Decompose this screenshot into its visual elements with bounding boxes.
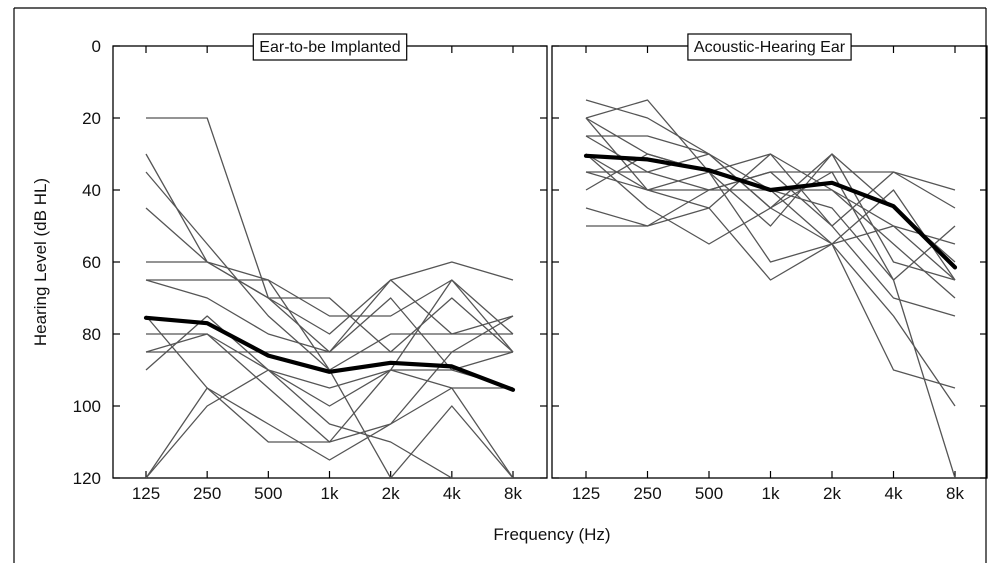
individual-audiogram-line: [145, 279, 514, 371]
y-axis-title: Hearing Level (dB HL): [31, 178, 50, 346]
y-tick-label: 60: [82, 253, 101, 272]
x-tick-label: 8k: [946, 484, 964, 503]
individual-audiogram-line: [145, 207, 514, 371]
x-tick-label: 4k: [443, 484, 461, 503]
x-tick-label: 500: [254, 484, 282, 503]
x-tick-label: 250: [633, 484, 661, 503]
panel-title: Acoustic-Hearing Ear: [694, 39, 846, 56]
x-tick-label: 500: [695, 484, 723, 503]
individual-audiogram-line: [585, 99, 956, 227]
panel-title-box: [687, 33, 852, 61]
x-tick-label: 8k: [504, 484, 522, 503]
y-tick-label: 40: [82, 181, 101, 200]
x-tick-label: 125: [572, 484, 600, 503]
individual-audiogram-line: [145, 171, 514, 478]
panel-2: 125 250 500 1k 2k 4k 8k Acoustic-Hearing Ear: [551, 33, 988, 503]
plot-area-border: [551, 45, 988, 479]
individual-audiogram-line: [145, 279, 514, 443]
y-tick-label: 120: [73, 469, 101, 488]
panel-title-box: [252, 33, 408, 61]
individual-audiogram-line: [145, 387, 513, 478]
y-tick-label: 0: [92, 37, 101, 56]
individual-audiogram-line: [585, 135, 956, 281]
mean-audiogram-line: [143, 315, 516, 392]
x-tick-label: 4k: [885, 484, 903, 503]
individual-audiogram-line: [585, 153, 956, 281]
individual-audiogram-line: [585, 171, 956, 191]
panel-1: 0 20 40 60 80 100 120 125 250 500 1k 2k 4k 8k Ear-to-b…: [73, 33, 548, 503]
y-tick-label: 80: [82, 325, 101, 344]
series-group: [583, 99, 958, 478]
x-tick-label: 1k: [321, 484, 339, 503]
x-tick-label: 250: [193, 484, 221, 503]
panel-title: Ear-to-be Implanted: [259, 39, 400, 56]
series-group: [143, 117, 516, 478]
x-tick-label: 1k: [762, 484, 780, 503]
x-tick-label: 2k: [382, 484, 400, 503]
x-tick-label: 2k: [823, 484, 841, 503]
individual-audiogram-line: [146, 261, 513, 335]
individual-audiogram-line: [585, 117, 956, 281]
individual-audiogram-line: [586, 171, 956, 317]
individual-audiogram-line: [145, 315, 514, 461]
individual-audiogram-line: [146, 117, 514, 353]
individual-audiogram-line: [585, 117, 956, 389]
individual-audiogram-line: [586, 189, 956, 478]
mean-audiogram-line: [583, 153, 958, 270]
y-tick-label: 100: [73, 397, 101, 416]
panels-group: 0 20 40 60 80 100 120 125 250 500 1k 2k 4k 8k Ear-to-b…: [73, 33, 988, 503]
x-axis-title: Frequency (Hz): [493, 525, 610, 544]
individual-audiogram-line: [585, 207, 956, 407]
y-tick-label: 20: [82, 109, 101, 128]
x-tick-label: 125: [132, 484, 160, 503]
individual-audiogram-line: [145, 369, 513, 478]
